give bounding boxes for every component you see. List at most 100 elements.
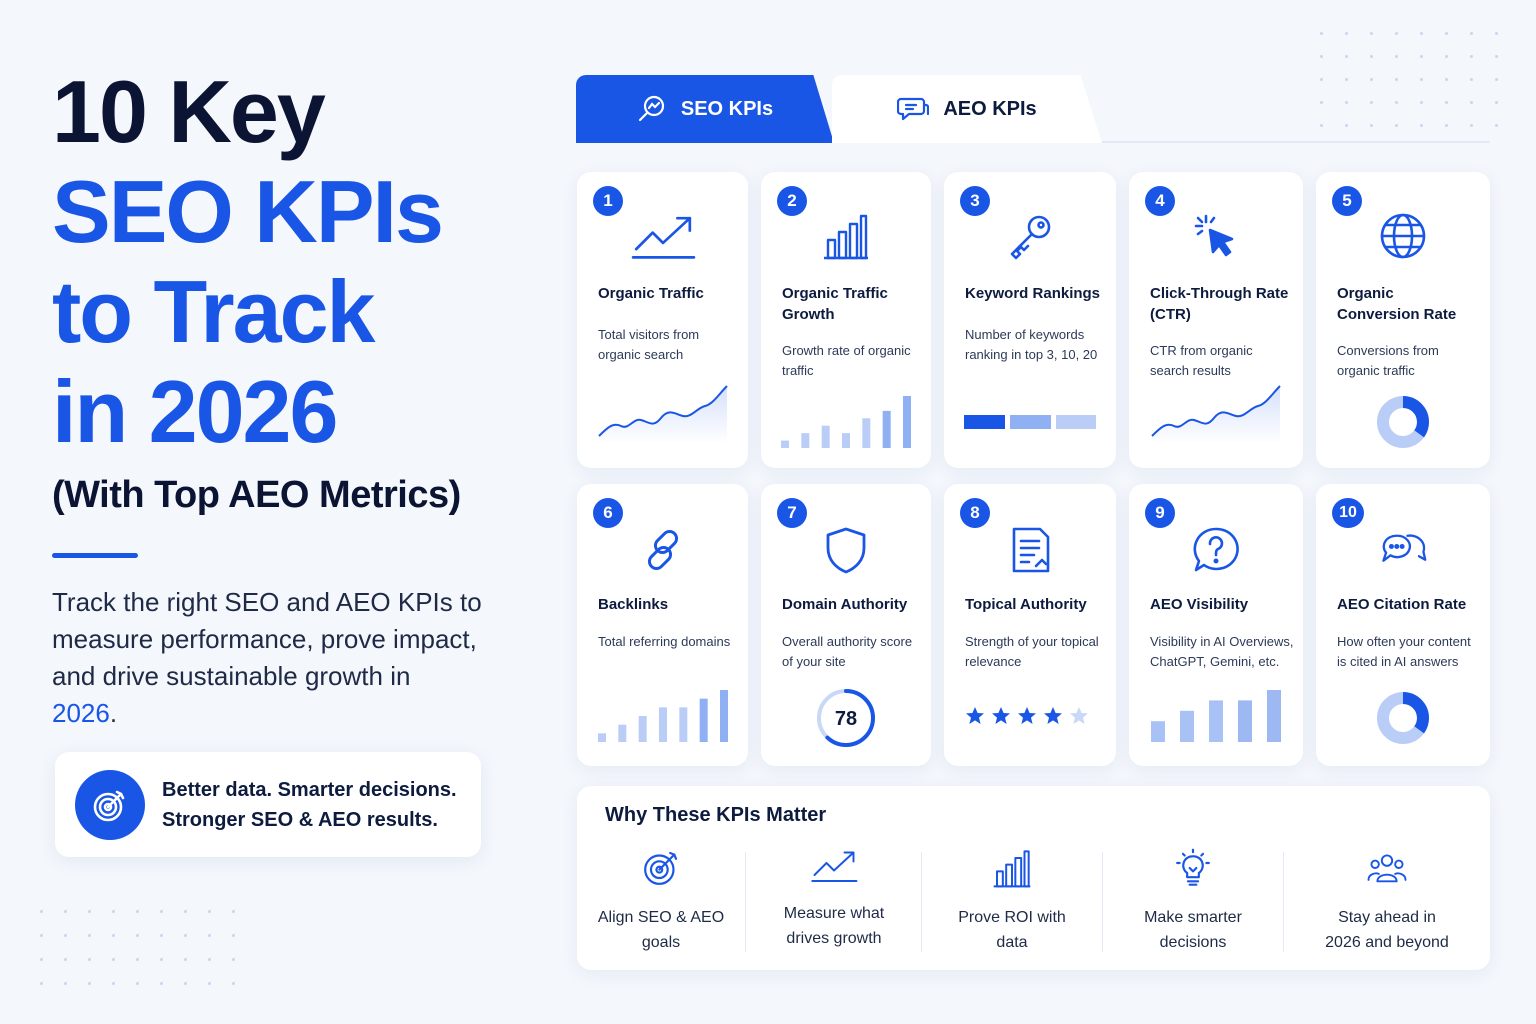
trend-up-icon — [577, 212, 748, 262]
kpi-number-badge: 1 — [593, 186, 623, 216]
divider — [52, 553, 138, 558]
why-panel: Why These KPIs Matter Align SEO & AEO goa… — [577, 786, 1490, 970]
kpi-number-badge: 5 — [1332, 186, 1362, 216]
kpi-title: AEO Visibility — [1150, 596, 1249, 613]
viz-bar — [801, 433, 810, 448]
divider — [745, 852, 746, 952]
kpi-card-6: 6 Backlinks Total referring domains — [577, 484, 748, 766]
why-label-line-1: Align SEO & AEO — [597, 909, 725, 926]
viz-segment-top3 — [964, 415, 1005, 429]
viz-bar — [1209, 700, 1223, 742]
divider — [1283, 852, 1284, 952]
viz-bar — [597, 733, 606, 742]
hero: 10 Key SEO KPIs to Track in 2026 (With T… — [52, 62, 512, 732]
star — [1070, 707, 1088, 724]
kpi-card-7: 7 Domain Authority Overall authority sco… — [761, 484, 931, 766]
question-bubble-icon — [1129, 526, 1303, 574]
kpi-title: Domain Authority — [782, 596, 908, 613]
kpi-number-badge: 3 — [960, 186, 990, 216]
divider — [921, 852, 922, 952]
kpi-card-10: 10 AEO Citation Rate How often your cont… — [1316, 484, 1490, 766]
divider — [1102, 852, 1103, 952]
kpi-card-5: 5 Organic Conversion Rate Conversions fr… — [1316, 172, 1490, 468]
why-item: Prove ROI with data — [922, 848, 1102, 956]
viz-bar — [1267, 690, 1281, 742]
why-label-line-2: drives growth — [786, 930, 882, 947]
chat-bubbles-icon — [1316, 526, 1490, 574]
kpi-title: Backlinks — [598, 596, 669, 613]
key-icon — [944, 212, 1116, 260]
kpi-card-3: 3 Keyword Rankings Number of keywords ra… — [944, 172, 1116, 468]
kpi-number-badge: 7 — [777, 498, 807, 528]
intro-year: 2026 — [52, 698, 110, 728]
why-label-line-1: Make smarter — [1144, 909, 1242, 926]
trend-up-icon — [810, 848, 858, 889]
kpi-card-1: 1 Organic Traffic Total visitors from or… — [577, 172, 748, 468]
why-item: Measure what drives growth — [744, 848, 924, 956]
tab-bar: SEO KPIs AEO KPIs — [576, 75, 1490, 143]
line-chart — [577, 384, 748, 444]
shield-icon — [761, 526, 931, 574]
title-line-1: 10 Key — [52, 62, 326, 161]
score-gauge: 78 — [761, 686, 931, 750]
gauge-value: 78 — [835, 708, 857, 730]
star — [1044, 707, 1062, 724]
globe-icon — [1316, 212, 1490, 260]
title-line-2: SEO KPIs — [52, 162, 444, 261]
kpi-number-badge: 4 — [1145, 186, 1175, 216]
kpi-title: Topical Authority — [965, 596, 1087, 613]
page-title: 10 Key SEO KPIs to Track in 2026 — [52, 62, 512, 462]
tab-seo-kpis[interactable]: SEO KPIs — [576, 75, 834, 143]
target-icon — [641, 848, 681, 893]
star-rating — [944, 706, 1116, 726]
decorative-dots-top-right — [1320, 32, 1498, 127]
viz-bar — [1151, 721, 1165, 742]
viz-bar — [658, 707, 667, 742]
tab-aeo-kpis[interactable]: AEO KPIs — [832, 75, 1102, 143]
kpi-description: Total visitors from organic search — [598, 327, 700, 362]
tab-aeo-label: AEO KPIs — [943, 97, 1037, 120]
line-chart — [1129, 384, 1303, 444]
kpi-title: Organic Traffic Growth — [782, 285, 888, 323]
viz-bar — [903, 396, 911, 448]
page-subtitle: (With Top AEO Metrics) — [52, 474, 461, 516]
kpi-description: Strength of your topical relevance — [965, 634, 1099, 669]
why-label-line-2: 2026 and beyond — [1325, 934, 1449, 951]
viz-bar — [1238, 700, 1252, 742]
target-icon — [75, 769, 145, 840]
kpi-card-2: 2 Organic Traffic Growth Growth rate of … — [761, 172, 931, 468]
star — [1018, 707, 1036, 724]
kpi-description: Conversions from organic traffic — [1337, 343, 1439, 378]
decorative-dots-bottom-left — [40, 910, 235, 985]
segment-bar — [944, 415, 1116, 429]
why-item: Make smarter decisions — [1103, 848, 1283, 956]
bar-chart — [761, 396, 931, 448]
kpi-description: Total referring domains — [598, 634, 731, 649]
why-label-line-2: decisions — [1159, 934, 1227, 951]
intro-period: . — [109, 698, 118, 728]
viz-bar — [699, 698, 708, 742]
why-label-line-1: Measure what — [783, 905, 885, 922]
search-icon — [638, 95, 664, 122]
kpi-description: Overall authority score of your site — [782, 634, 913, 669]
viz-bar — [821, 425, 830, 448]
viz-bar — [862, 418, 871, 448]
star — [966, 707, 984, 724]
kpi-description: Visibility in AI Overviews, ChatGPT, Gem… — [1150, 634, 1294, 669]
viz-bar — [719, 690, 728, 742]
why-label-line-1: Stay ahead in — [1338, 909, 1436, 926]
kpi-description: Number of keywords ranking in top 3, 10,… — [965, 327, 1098, 362]
kpi-description: Growth rate of organic traffic — [782, 343, 911, 378]
viz-bar — [638, 716, 647, 742]
why-label-line-2: data — [996, 934, 1028, 951]
title-line-4: in 2026 — [52, 362, 338, 461]
why-label-line-2: goals — [641, 934, 681, 951]
kpi-card-8: 8 Topical Authority Strength of your top… — [944, 484, 1116, 766]
viz-bar — [617, 724, 626, 742]
donut-chart — [1316, 394, 1490, 450]
tab-seo-label: SEO KPIs — [680, 97, 774, 120]
kpi-card-9: 9 AEO Visibility Visibility in AI Overvi… — [1129, 484, 1303, 766]
intro-text: Track the right SEO and AEO KPIs to meas… — [52, 584, 482, 732]
why-label-line-1: Prove ROI with — [958, 909, 1066, 926]
chat-icon — [897, 97, 930, 121]
